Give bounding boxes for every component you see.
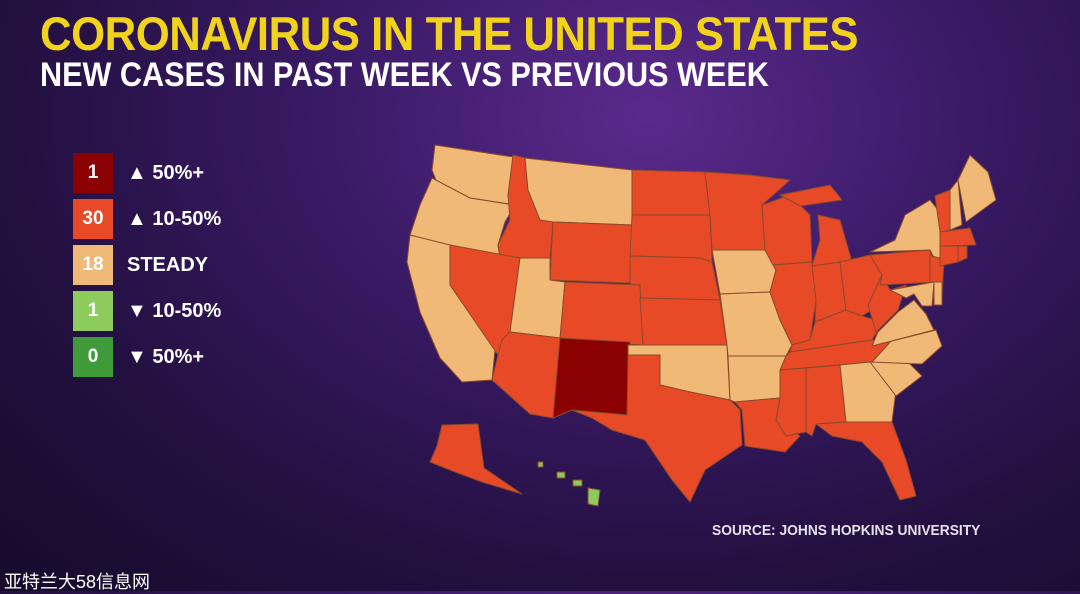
- source-note: SOURCE: JOHNS HOPKINS UNIVERSITY: [712, 522, 981, 539]
- page-title: CORONAVIRUS IN THE UNITED STATES: [40, 7, 859, 60]
- legend-item-down10: 1 ▼ 10-50%: [73, 291, 221, 331]
- state-hi: [572, 479, 583, 487]
- legend-item-up50: 1 ▲ 50%+: [73, 153, 221, 193]
- state-co: [559, 281, 644, 346]
- legend-label: ▲ 50%+: [127, 161, 205, 184]
- legend-item-up10: 30 ▲ 10-50%: [73, 199, 221, 239]
- state-ak: [429, 423, 523, 495]
- state-nc: [869, 329, 943, 365]
- state-ri: [957, 245, 968, 263]
- state-de: [933, 281, 943, 306]
- watermark: 亚特兰大58信息网: [4, 572, 151, 592]
- legend-label: ▼ 10-50%: [127, 299, 222, 322]
- state-ms: [775, 367, 807, 437]
- state-me: [957, 154, 997, 223]
- legend-label: STEADY: [127, 253, 209, 276]
- legend-swatch: 1: [73, 153, 113, 193]
- state-hi: [537, 461, 544, 468]
- state-ma: [939, 227, 977, 247]
- legend: 1 ▲ 50%+ 30 ▲ 10-50% 18 STEADY 1 ▼ 10-50% 0 ▼…: [73, 153, 221, 383]
- state-tx: [571, 354, 743, 503]
- state-wy: [549, 221, 633, 284]
- legend-label: ▼ 50%+: [127, 345, 205, 368]
- state-ct: [939, 245, 959, 267]
- legend-swatch: 30: [73, 199, 113, 239]
- state-ia: [711, 249, 777, 295]
- state-nh: [949, 179, 963, 231]
- legend-swatch: 18: [73, 245, 113, 285]
- state-sd: [629, 214, 713, 263]
- state-mi: [811, 214, 853, 267]
- state-ne: [629, 255, 721, 301]
- page-subtitle: NEW CASES IN PAST WEEK VS PREVIOUS WEEK: [40, 56, 769, 94]
- state-mi: [779, 184, 843, 207]
- legend-label: ▲ 10-50%: [127, 207, 222, 230]
- legend-swatch: 0: [73, 337, 113, 377]
- state-ks: [639, 297, 728, 346]
- state-mt: [524, 157, 633, 226]
- state-fl: [815, 421, 917, 501]
- state-nd: [631, 169, 711, 216]
- legend-item-steady: 18 STEADY: [73, 245, 221, 285]
- legend-item-down50: 0 ▼ 50%+: [73, 337, 221, 377]
- state-nm: [552, 337, 631, 419]
- state-hi: [556, 471, 566, 479]
- legend-swatch: 1: [73, 291, 113, 331]
- state-ar: [727, 355, 787, 403]
- state-hi: [587, 487, 601, 507]
- state-az: [491, 331, 561, 419]
